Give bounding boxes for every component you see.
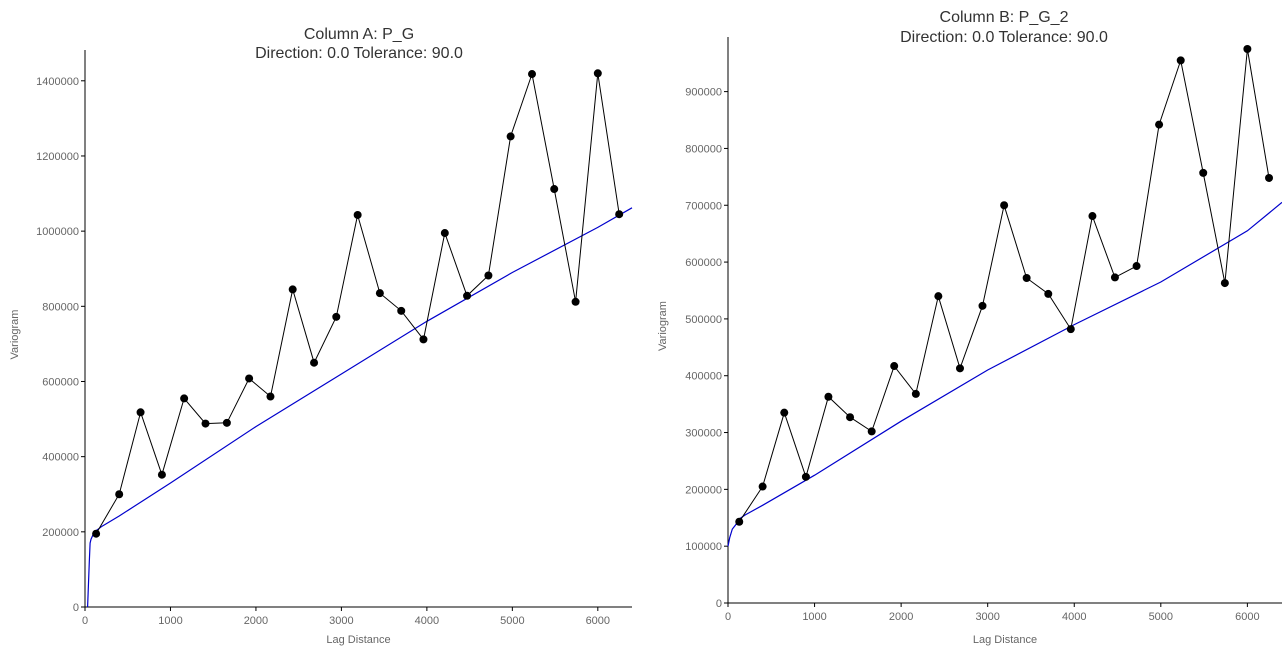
variogram-point: [934, 292, 943, 301]
x-tick-label: 3000: [975, 611, 999, 623]
y-tick-label: 800000: [42, 301, 79, 313]
chart-title: Column A: P_G: [304, 26, 414, 43]
variogram-point: [955, 364, 964, 373]
variogram-point: [801, 472, 810, 481]
x-tick-label: 5000: [1149, 611, 1173, 623]
variogram-point: [1199, 168, 1208, 177]
x-tick-label: 3000: [329, 615, 353, 627]
variogram-point: [1176, 56, 1185, 65]
variogram-point: [1132, 262, 1141, 271]
variogram-point: [911, 389, 920, 398]
x-tick-label: 6000: [586, 615, 610, 627]
x-tick-label: 4000: [415, 615, 439, 627]
y-tick-label: 600000: [42, 376, 79, 388]
y-tick-label: 200000: [42, 527, 79, 539]
y-tick-label: 800000: [685, 143, 722, 155]
y-tick-label: 1400000: [36, 76, 79, 88]
variogram-point: [593, 69, 602, 78]
variogram-point: [1088, 212, 1097, 221]
variogram-point: [136, 408, 145, 417]
model-variogram-line: [727, 201, 1282, 547]
variogram-point: [1000, 201, 1009, 210]
x-tick-label: 1000: [802, 611, 826, 623]
y-tick-label: 1000000: [36, 226, 79, 238]
variogram-point: [157, 470, 166, 479]
variogram-point: [528, 70, 537, 79]
empirical-variogram-line: [95, 72, 620, 534]
variogram-point: [890, 362, 899, 371]
variogram-point: [571, 297, 580, 306]
variogram-point: [1243, 45, 1252, 53]
variogram-chart-b: Column B: P_G_2 Direction: 0.0 Tolerance:…: [657, 9, 1282, 646]
variogram-point: [92, 529, 101, 538]
x-tick-label: 2000: [889, 611, 913, 623]
y-tick-label: 100000: [685, 541, 722, 553]
variogram-point: [1220, 279, 1229, 288]
variogram-point: [245, 374, 254, 383]
y-tick-label: 200000: [685, 484, 722, 496]
variogram-point: [375, 289, 384, 298]
variogram-point: [440, 229, 449, 238]
variogram-point: [484, 271, 493, 280]
variogram-point: [332, 312, 341, 321]
variogram-point: [419, 335, 428, 344]
variogram-point: [1044, 289, 1053, 298]
y-tick-label: 500000: [685, 314, 722, 326]
variogram-point: [397, 306, 406, 315]
variogram-point: [463, 291, 472, 300]
variogram-point: [1155, 120, 1164, 129]
variogram-panel-b: Column B: P_G_2 Direction: 0.0 Tolerance:…: [641, 0, 1282, 650]
y-tick-label: 900000: [685, 87, 722, 99]
variogram-point: [780, 408, 789, 417]
variogram-point: [288, 285, 297, 294]
variogram-point: [978, 301, 987, 310]
variogram-point: [1066, 325, 1075, 334]
chart-subtitle: Direction: 0.0 Tolerance: 90.0: [900, 29, 1108, 46]
chart-title: Column B: P_G_2: [940, 9, 1069, 26]
y-axis-title: Variogram: [9, 310, 21, 360]
variogram-point: [758, 482, 767, 491]
variogram-point: [222, 418, 231, 427]
variogram-point: [506, 132, 515, 141]
variogram-point: [353, 210, 362, 219]
y-axis-title: Variogram: [657, 301, 669, 351]
x-tick-label: 6000: [1235, 611, 1259, 623]
x-tick-label: 1000: [158, 615, 182, 627]
variogram-point: [310, 358, 319, 367]
chart-subtitle: Direction: 0.0 Tolerance: 90.0: [255, 45, 463, 62]
variogram-point: [615, 210, 624, 219]
y-tick-label: 0: [73, 602, 79, 614]
variogram-point: [735, 517, 744, 526]
x-axis-title: Lag Distance: [326, 634, 390, 646]
variogram-panel-a: Column A: P_G Direction: 0.0 Tolerance: 9…: [9, 26, 633, 646]
variogram-point: [266, 392, 275, 401]
x-tick-label: 4000: [1062, 611, 1086, 623]
variogram-point: [180, 394, 189, 403]
y-tick-label: 400000: [42, 452, 79, 464]
x-tick-label: 0: [82, 615, 88, 627]
variogram-point: [867, 427, 876, 436]
variogram-chart-a: Column A: P_G Direction: 0.0 Tolerance: 9…: [9, 26, 633, 646]
x-axis-title: Lag Distance: [973, 634, 1037, 646]
model-variogram-line: [87, 207, 633, 608]
x-tick-label: 5000: [500, 615, 524, 627]
y-tick-label: 700000: [685, 200, 722, 212]
variogram-point: [824, 392, 833, 401]
variogram-point: [1265, 173, 1274, 182]
variogram-point: [1022, 273, 1031, 282]
variogram-point: [115, 490, 124, 499]
y-tick-label: 300000: [685, 428, 722, 440]
empirical-variogram-line: [738, 48, 1270, 522]
variogram-point: [846, 413, 855, 422]
y-tick-label: 0: [716, 598, 722, 610]
y-tick-label: 400000: [685, 371, 722, 383]
variogram-point: [1110, 273, 1119, 282]
y-tick-label: 1200000: [36, 151, 79, 163]
variogram-point: [201, 419, 210, 428]
y-tick-label: 600000: [685, 257, 722, 269]
x-tick-label: 2000: [244, 615, 268, 627]
variogram-point: [550, 185, 559, 194]
x-tick-label: 0: [725, 611, 731, 623]
